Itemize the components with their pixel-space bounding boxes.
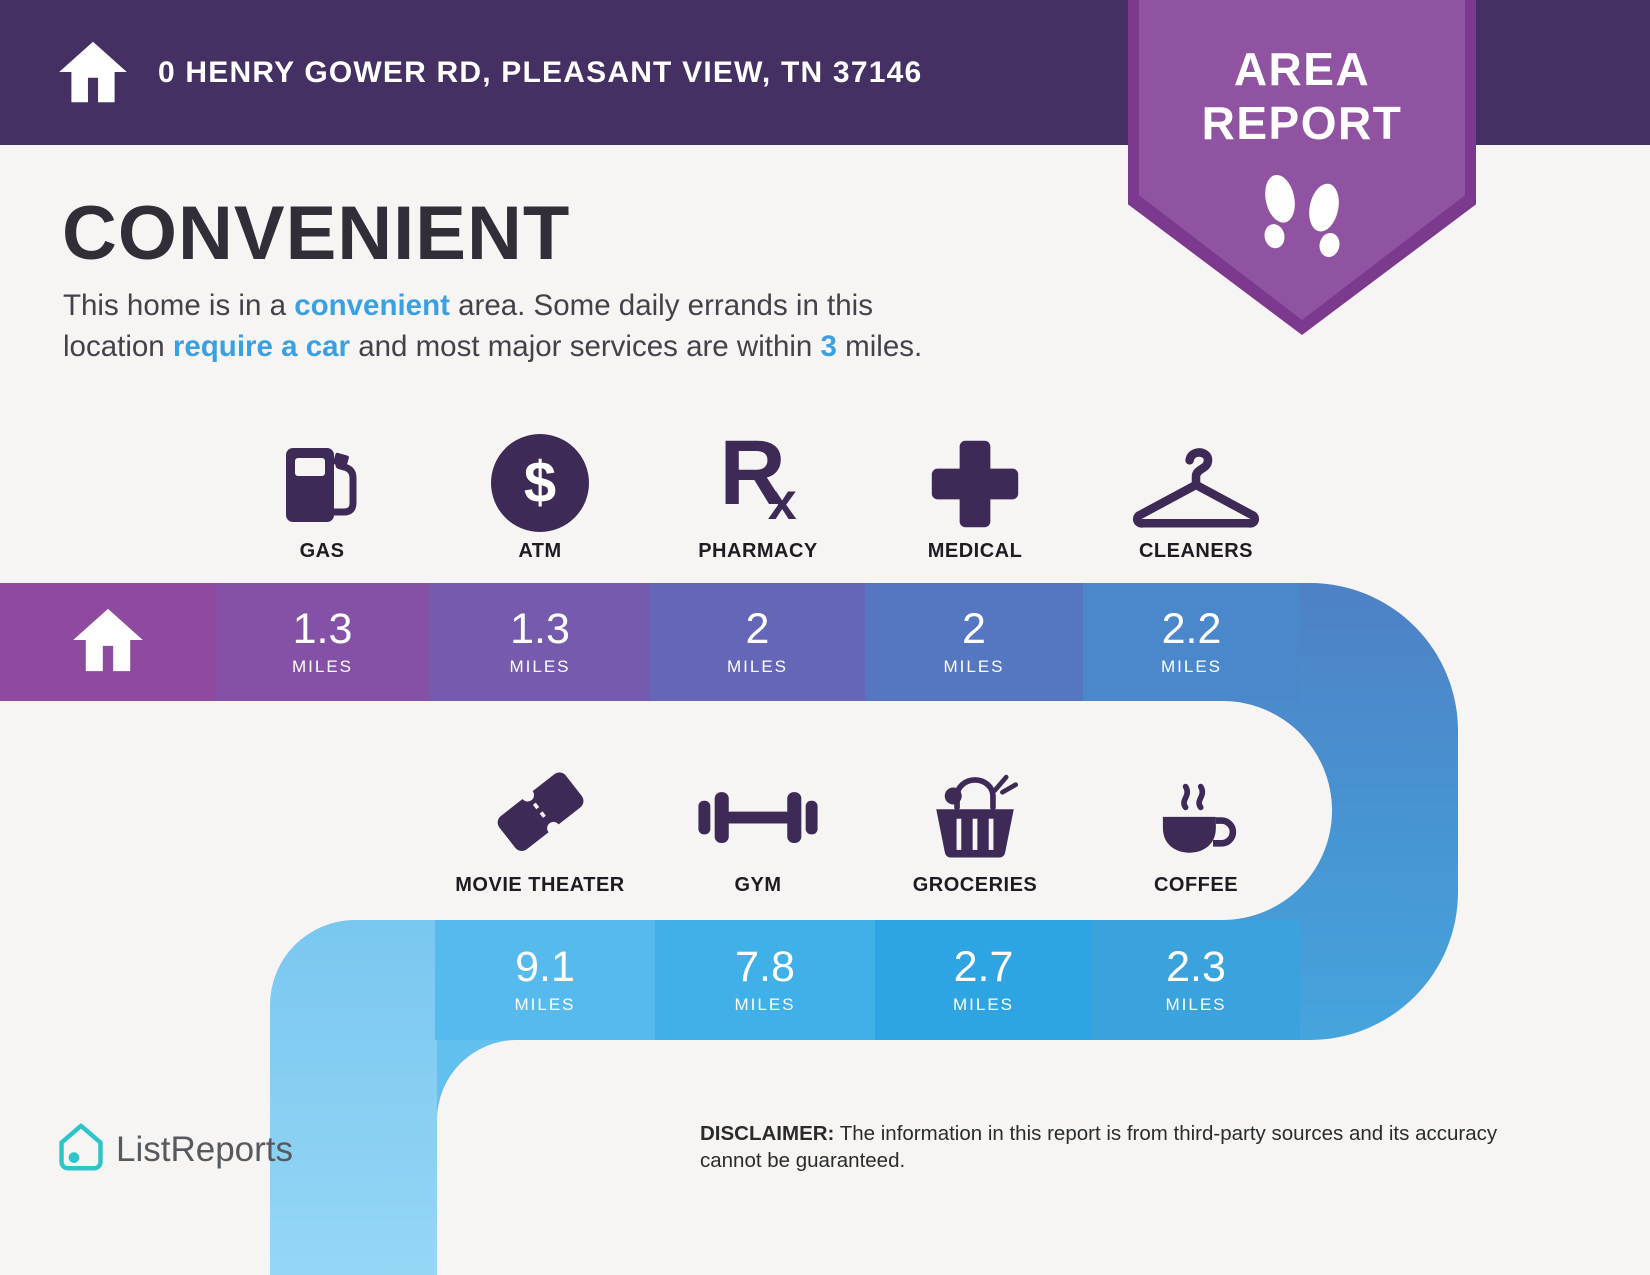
distance-unit: MILES xyxy=(1165,994,1227,1014)
description-text: This home is in a convenient area. Some … xyxy=(63,286,1093,367)
area-report-badge: AREA REPORT xyxy=(1128,0,1476,335)
distance-value: 7.8 xyxy=(735,942,795,991)
amenity-atm: $ ATM xyxy=(430,414,650,563)
distance-value: 2.2 xyxy=(1161,604,1222,653)
disclaimer-label: DISCLAIMER: xyxy=(700,1122,835,1145)
home-icon xyxy=(55,36,131,108)
distance-segment-gym: 7.8 MILES xyxy=(655,920,875,1040)
amenity-label: COFFEE xyxy=(1153,874,1239,896)
distance-value: 2.7 xyxy=(953,942,1014,991)
amenity-medical: MEDICAL xyxy=(865,414,1085,563)
atm-dollar-icon: $ xyxy=(491,414,589,540)
distance-segment-atm: 1.3 MILES xyxy=(430,583,650,701)
home-marker-segment xyxy=(0,583,215,701)
amenity-label: GAS xyxy=(299,540,345,562)
amenity-label: GROCERIES xyxy=(912,874,1038,896)
distance-unit: MILES xyxy=(952,994,1015,1014)
amenity-label: ATM xyxy=(518,540,562,562)
distance-value: 1.3 xyxy=(510,604,570,653)
ribbon-right-inner-notch xyxy=(1040,701,1332,920)
distance-segment-gas: 1.3 MILES xyxy=(215,583,430,701)
amenity-gas: GAS xyxy=(212,414,432,563)
desc-part4: miles. xyxy=(836,329,923,363)
distance-value: 9.1 xyxy=(515,942,575,991)
amenity-label: GYM xyxy=(734,874,782,896)
distance-unit: MILES xyxy=(943,656,1005,676)
distance-segment-pharmacy: 2 MILES xyxy=(650,583,865,701)
brand-name: ListReports xyxy=(116,1129,294,1169)
distance-segment-medical: 2 MILES xyxy=(865,583,1083,701)
coffee-cup-icon xyxy=(1144,748,1248,874)
footprints-icon xyxy=(1236,168,1368,272)
distance-unit: MILES xyxy=(1160,656,1223,676)
distance-value: 2.3 xyxy=(1166,942,1226,991)
amenity-gym: GYM xyxy=(648,748,868,897)
amenity-cleaners: CLEANERS xyxy=(1086,414,1306,563)
disclaimer-body: The information in this report is from t… xyxy=(700,1122,1498,1173)
distance-unit: MILES xyxy=(734,994,796,1014)
badge-line2: REPORT xyxy=(1201,97,1403,149)
gas-pump-icon xyxy=(272,414,372,540)
dumbbell-icon xyxy=(693,748,823,874)
distance-value: 1.3 xyxy=(292,604,353,653)
desc-part1: This home is in a xyxy=(63,289,295,322)
desc-bold-require-car: require a car xyxy=(172,329,350,363)
amenity-movie-theater: MOVIE THEATER xyxy=(420,748,660,897)
distance-value: 2 xyxy=(962,604,986,653)
desc-part3: and most major services are within xyxy=(350,329,821,363)
home-icon xyxy=(69,603,147,682)
desc-part2b: location xyxy=(63,329,173,363)
distance-unit: MILES xyxy=(291,656,354,676)
amenity-label: MEDICAL xyxy=(927,540,1023,562)
distance-unit: MILES xyxy=(514,994,576,1014)
desc-bold-convenient: convenient xyxy=(294,289,450,322)
distance-value: 2 xyxy=(745,604,770,653)
amenity-coffee: COFFEE xyxy=(1086,748,1306,897)
distance-segment-coffee: 2.3 MILES xyxy=(1092,920,1300,1040)
movie-ticket-icon xyxy=(485,748,595,874)
property-address: 0 HENRY GOWER RD, PLEASANT VIEW, TN 3714… xyxy=(158,55,923,89)
amenity-label: MOVIE THEATER xyxy=(455,874,625,896)
amenity-label: PHARMACY xyxy=(698,540,818,562)
desc-bold-miles: 3 xyxy=(820,329,837,363)
distance-unit: MILES xyxy=(726,656,789,676)
listreports-logo-icon xyxy=(58,1122,104,1177)
disclaimer-text: DISCLAIMER: The information in this repo… xyxy=(700,1120,1530,1174)
amenity-label: CLEANERS xyxy=(1138,540,1253,562)
grocery-basket-icon xyxy=(923,748,1027,874)
amenity-groceries: GROCERIES xyxy=(865,748,1085,897)
distance-segment-groceries: 2.7 MILES xyxy=(875,920,1092,1040)
listreports-brand: ListReports xyxy=(58,1122,293,1177)
medical-cross-icon xyxy=(927,414,1023,540)
distance-segment-movie-theater: 9.1 MILES xyxy=(435,920,655,1040)
badge-line1: AREA xyxy=(1233,43,1371,95)
page-title: CONVENIENT xyxy=(62,191,571,276)
distance-segment-cleaners: 2.2 MILES xyxy=(1083,583,1300,701)
distance-unit: MILES xyxy=(509,656,571,676)
desc-part2a: area. Some daily errands in this xyxy=(449,289,873,322)
clothes-hanger-icon xyxy=(1132,414,1260,540)
ribbon-left-elbow xyxy=(270,920,437,1275)
